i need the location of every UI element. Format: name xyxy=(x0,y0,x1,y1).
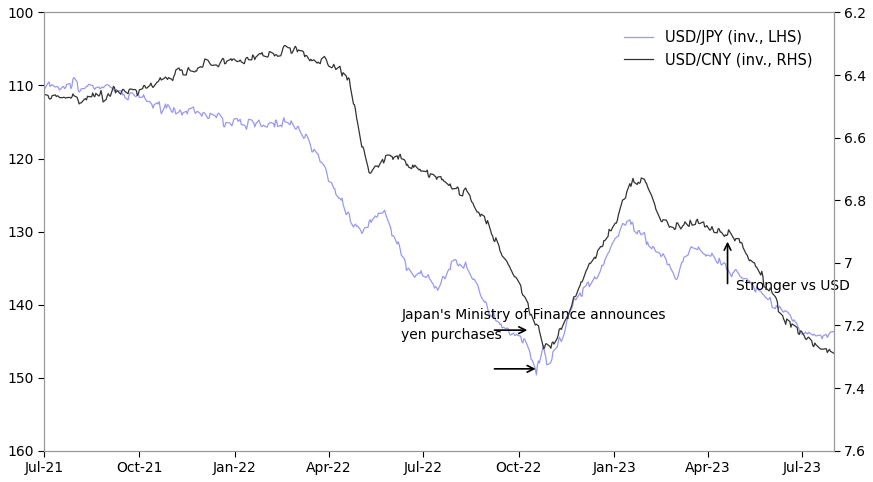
Legend: USD/JPY (inv., LHS), USD/CNY (inv., RHS): USD/JPY (inv., LHS), USD/CNY (inv., RHS) xyxy=(618,24,818,73)
Text: Stronger vs USD: Stronger vs USD xyxy=(736,279,849,294)
Line: USD/JPY (inv., LHS): USD/JPY (inv., LHS) xyxy=(44,78,834,375)
Line: USD/CNY (inv., RHS): USD/CNY (inv., RHS) xyxy=(44,45,834,353)
Text: Japan's Ministry of Finance announces
yen purchases: Japan's Ministry of Finance announces ye… xyxy=(402,308,666,342)
